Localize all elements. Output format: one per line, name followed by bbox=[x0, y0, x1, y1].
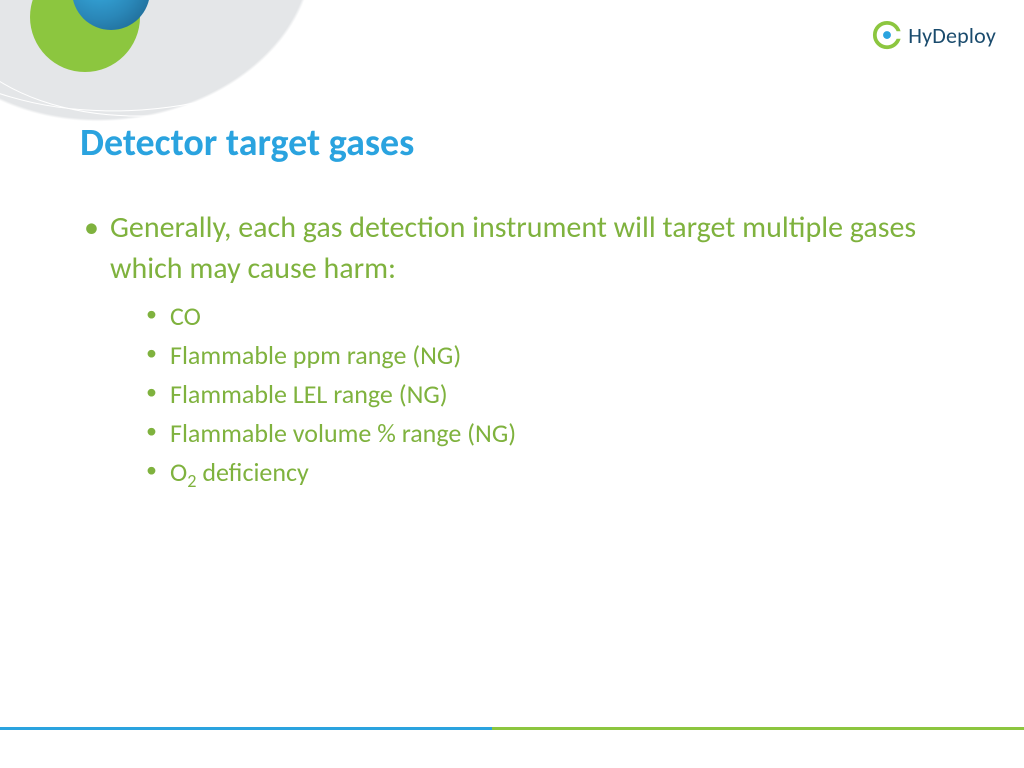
sub-bullet-list: CO Flammable ppm range (NG) Flammable LE… bbox=[110, 297, 944, 495]
footer-divider-green bbox=[492, 727, 1024, 730]
sub-bullet-o2-prefix: O bbox=[170, 456, 187, 488]
target-icon bbox=[872, 20, 902, 50]
slide-title: Detector target gases bbox=[80, 120, 944, 166]
header-globe-inner bbox=[72, 0, 150, 30]
sub-bullet-text: CO bbox=[170, 300, 201, 332]
sub-bullet-text: Flammable LEL range (NG) bbox=[170, 378, 448, 410]
sub-bullet-o2-suffix: deficiency bbox=[196, 456, 308, 488]
sub-bullet: Flammable LEL range (NG) bbox=[110, 375, 944, 414]
sub-bullet-text: Flammable ppm range (NG) bbox=[170, 339, 461, 371]
slide-content: Detector target gases Generally, each ga… bbox=[80, 120, 944, 505]
footer-divider bbox=[0, 727, 1024, 730]
bullet-main-text: Generally, each gas detection instrument… bbox=[110, 209, 916, 287]
footer-divider-blue bbox=[0, 727, 492, 730]
bullet-list: Generally, each gas detection instrument… bbox=[80, 208, 944, 495]
sub-bullet: Flammable volume % range (NG) bbox=[110, 414, 944, 453]
sub-bullet-text: Flammable volume % range (NG) bbox=[170, 417, 516, 449]
sub-bullet: O2 deficiency bbox=[110, 453, 944, 495]
sub-bullet: CO bbox=[110, 297, 944, 336]
bullet-main: Generally, each gas detection instrument… bbox=[80, 208, 944, 495]
brand-logo-text: HyDeploy bbox=[908, 22, 996, 49]
sub-bullet: Flammable ppm range (NG) bbox=[110, 336, 944, 375]
brand-logo: HyDeploy bbox=[872, 20, 996, 50]
